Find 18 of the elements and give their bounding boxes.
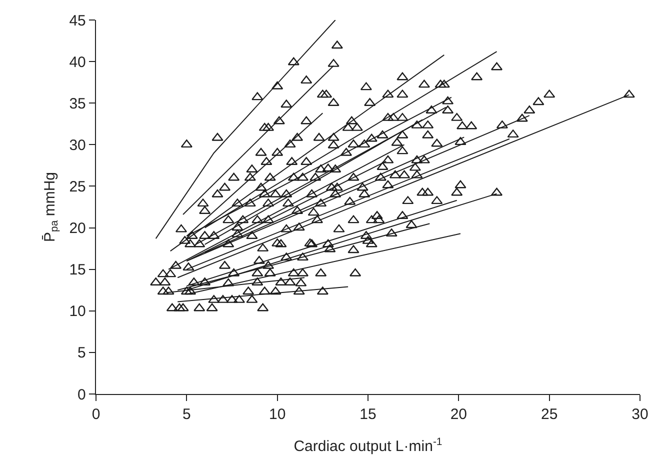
y-tick-label: 20 [69, 220, 86, 238]
x-tick-label: 0 [92, 406, 100, 424]
x-tick-label: 30 [632, 406, 648, 424]
x-tick-label: 15 [360, 406, 376, 424]
y-tick-label: 30 [69, 136, 86, 154]
y-tick-label: 45 [69, 12, 86, 30]
x-tick-label: 25 [540, 406, 558, 424]
y-tick-label: 25 [69, 178, 86, 196]
y-tick-label: 10 [69, 303, 86, 320]
y-tick-label: 15 [69, 262, 86, 279]
y-tick-label: 40 [69, 54, 86, 71]
x-tick-label: 5 [182, 406, 191, 424]
x-tick-label: 20 [450, 406, 468, 424]
x-tick-label: 10 [268, 406, 286, 424]
y-tick-label: 35 [69, 95, 86, 112]
y-tick-label: 5 [78, 344, 86, 362]
y-tick-label: 0 [78, 386, 86, 404]
x-axis-title: Cardiac output L·min$^{-1}$ [294, 436, 442, 456]
